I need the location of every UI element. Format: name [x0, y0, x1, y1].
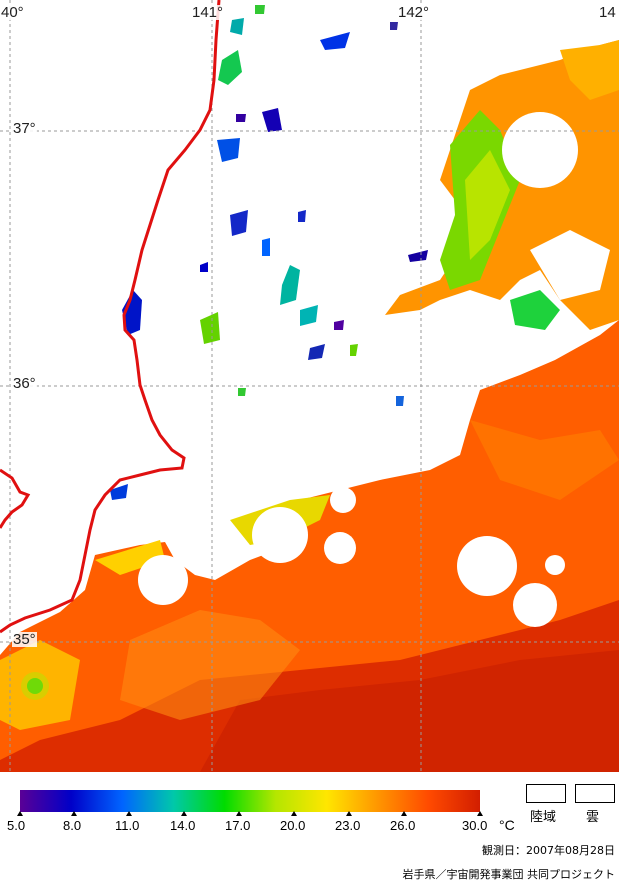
credit-line: 岩手県／宇宙開発事業団 共同プロジェクト [402, 868, 616, 881]
lat-label-37: 37° [12, 120, 37, 137]
colorbar-tick-label: 14.0 [170, 818, 196, 833]
lon-label-143: 14 [598, 4, 617, 21]
cloud-patch [252, 507, 308, 563]
cloud-patch [457, 536, 517, 596]
cloud-patch [330, 487, 356, 513]
colorbar-tick [71, 811, 77, 816]
colorbar-unit: °C [499, 817, 515, 833]
coastline-west [0, 468, 31, 529]
colorbar-tick [477, 811, 483, 816]
colorbar-tick-label: 5.0 [7, 818, 26, 833]
colorbar-tick [181, 811, 187, 816]
cloud-legend-label: 雲 [586, 810, 600, 825]
colorbar-tick-label: 17.0 [225, 818, 251, 833]
cloud-patch [138, 555, 188, 605]
coastline [0, 0, 221, 634]
colorbar-tick [126, 811, 132, 816]
sst-map [0, 0, 619, 772]
colorbar-tick [401, 811, 407, 816]
land-legend-label: 陸域 [530, 810, 557, 825]
colorbar-tick-label: 26.0 [390, 818, 416, 833]
land-legend-swatch [526, 784, 566, 803]
lon-label-141: 141° [191, 4, 225, 21]
colorbar-tick-label: 30.0 [462, 818, 488, 833]
observation-date: 観測日：2007年08月28日 [482, 844, 615, 857]
colorbar-tick-label: 20.0 [280, 818, 306, 833]
cloud-legend-swatch [575, 784, 615, 803]
colorbar-tick [346, 811, 352, 816]
lon-label-140: 40° [0, 4, 25, 21]
colorbar-tick-label: 11.0 [115, 818, 140, 833]
grid-lines [0, 0, 619, 772]
colorbar-tick [291, 811, 297, 816]
colorbar [20, 790, 480, 812]
cloud-patch [324, 532, 356, 564]
colorbar-tick-label: 23.0 [335, 818, 361, 833]
lon-label-142: 142° [397, 4, 431, 21]
cloud-patch [502, 112, 578, 188]
lat-label-35: 35° [12, 631, 37, 648]
cloud-patch [545, 555, 565, 575]
cloud-patch [513, 583, 557, 627]
colorbar-tick [17, 811, 23, 816]
colorbar-tick [236, 811, 242, 816]
lat-label-36: 36° [12, 375, 37, 392]
cold-patch [122, 290, 142, 335]
colorbar-tick-label: 8.0 [63, 818, 82, 833]
